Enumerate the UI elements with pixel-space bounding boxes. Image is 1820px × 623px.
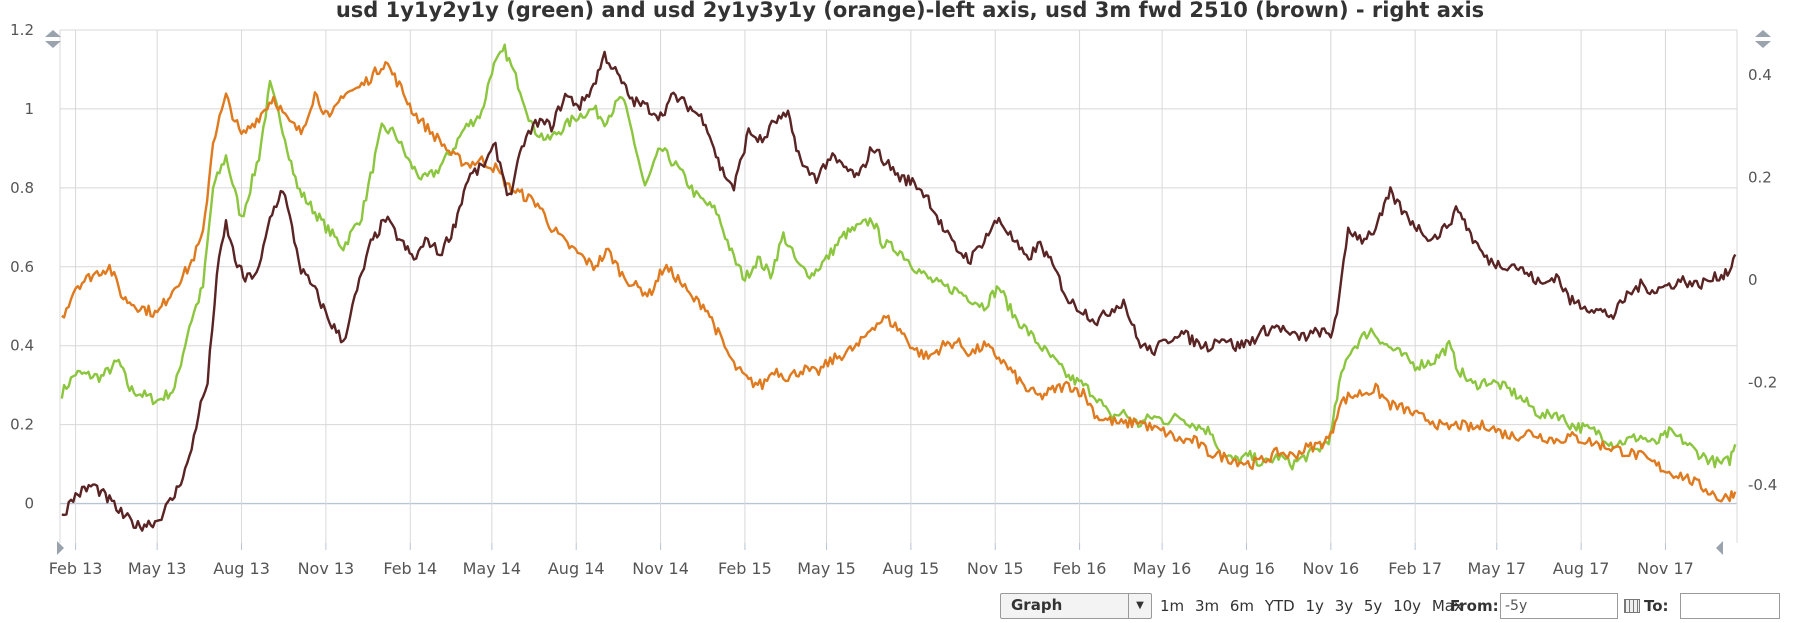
to-date-input[interactable] [1680, 593, 1780, 619]
range-6m-button[interactable]: 6m [1229, 597, 1255, 615]
x-tick-label: Aug 15 [883, 559, 940, 578]
series-line-1 [61, 61, 1737, 503]
graph-select-label: Graph [1011, 596, 1063, 614]
x-tick-label: Nov 17 [1637, 559, 1694, 578]
series-line-0 [60, 43, 1737, 471]
left-tick-label: 0.4 [10, 337, 34, 355]
navigator-right-handle[interactable] [1716, 541, 1723, 555]
chevron-down-icon: ▼ [1128, 594, 1151, 618]
x-tick-label: Feb 13 [49, 559, 103, 578]
x-tick-label: Aug 13 [213, 559, 270, 578]
left-tick-label: 0.6 [10, 258, 34, 276]
left-scroll-handle[interactable] [45, 30, 61, 48]
from-label: From: [1450, 597, 1499, 615]
x-tick-label: Nov 13 [298, 559, 355, 578]
right-scroll-handle[interactable] [1755, 30, 1771, 48]
x-tick-label: Feb 17 [1388, 559, 1442, 578]
x-tick-label: Aug 14 [548, 559, 605, 578]
right-axis: -0.4 -0.2 0 0.2 0.4 [1748, 66, 1777, 494]
from-date-input[interactable] [1500, 593, 1618, 619]
range-3m-button[interactable]: 3m [1194, 597, 1220, 615]
right-tick-label: 0.4 [1748, 66, 1772, 84]
x-tick-label: Aug 17 [1553, 559, 1610, 578]
x-axis: Feb 13 May 13 Aug 13 Nov 13 Feb 14 May 14 Aug … [49, 559, 1694, 578]
range-max-button[interactable]: Max [1431, 597, 1463, 615]
left-tick-label: 0 [24, 495, 34, 513]
range-1m-button[interactable]: 1m [1160, 597, 1185, 615]
x-tick-label: Aug 16 [1218, 559, 1275, 578]
right-tick-label: -0.2 [1748, 374, 1777, 392]
right-tick-label: 0.2 [1748, 169, 1772, 187]
series-layer [60, 43, 1737, 532]
range-buttons: 1m 3m 6m YTD 1y 3y 5y 10y Max [1160, 597, 1469, 615]
chart-title: usd 1y1y2y1y (green) and usd 2y1y3y1y (o… [336, 0, 1484, 22]
grid [59, 29, 1738, 550]
left-tick-label: 0.2 [10, 416, 34, 434]
x-tick-label: Nov 15 [967, 559, 1024, 578]
x-tick-label: May 16 [1133, 559, 1192, 578]
range-1y-button[interactable]: 1y [1305, 597, 1324, 615]
right-tick-label: 0 [1748, 271, 1758, 289]
range-10y-button[interactable]: 10y [1393, 597, 1422, 615]
left-axis: 0 0.2 0.4 0.6 0.8 1 1.2 [10, 21, 34, 513]
calendar-icon[interactable] [1624, 599, 1640, 613]
range-5y-button[interactable]: 5y [1363, 597, 1383, 615]
navigator-left-handle[interactable] [57, 541, 64, 555]
range-3y-button[interactable]: 3y [1334, 597, 1354, 615]
x-tick-label: Nov 14 [632, 559, 689, 578]
x-tick-label: Feb 16 [1053, 559, 1107, 578]
x-tick-label: May 13 [128, 559, 187, 578]
right-tick-label: -0.4 [1748, 476, 1777, 494]
range-ytd-button[interactable]: YTD [1264, 597, 1295, 615]
x-tick-label: May 14 [463, 559, 522, 578]
left-tick-label: 0.8 [10, 179, 34, 197]
x-tick-label: Nov 16 [1302, 559, 1359, 578]
left-tick-label: 1.2 [10, 21, 34, 39]
to-label: To: [1644, 597, 1669, 615]
x-tick-label: May 17 [1468, 559, 1527, 578]
x-tick-label: Feb 14 [383, 559, 437, 578]
left-tick-label: 1 [24, 100, 34, 118]
series-line-2 [61, 50, 1737, 532]
x-tick-label: May 15 [797, 559, 856, 578]
x-tick-label: Feb 15 [718, 559, 772, 578]
graph-select[interactable]: Graph ▼ [1000, 593, 1152, 619]
